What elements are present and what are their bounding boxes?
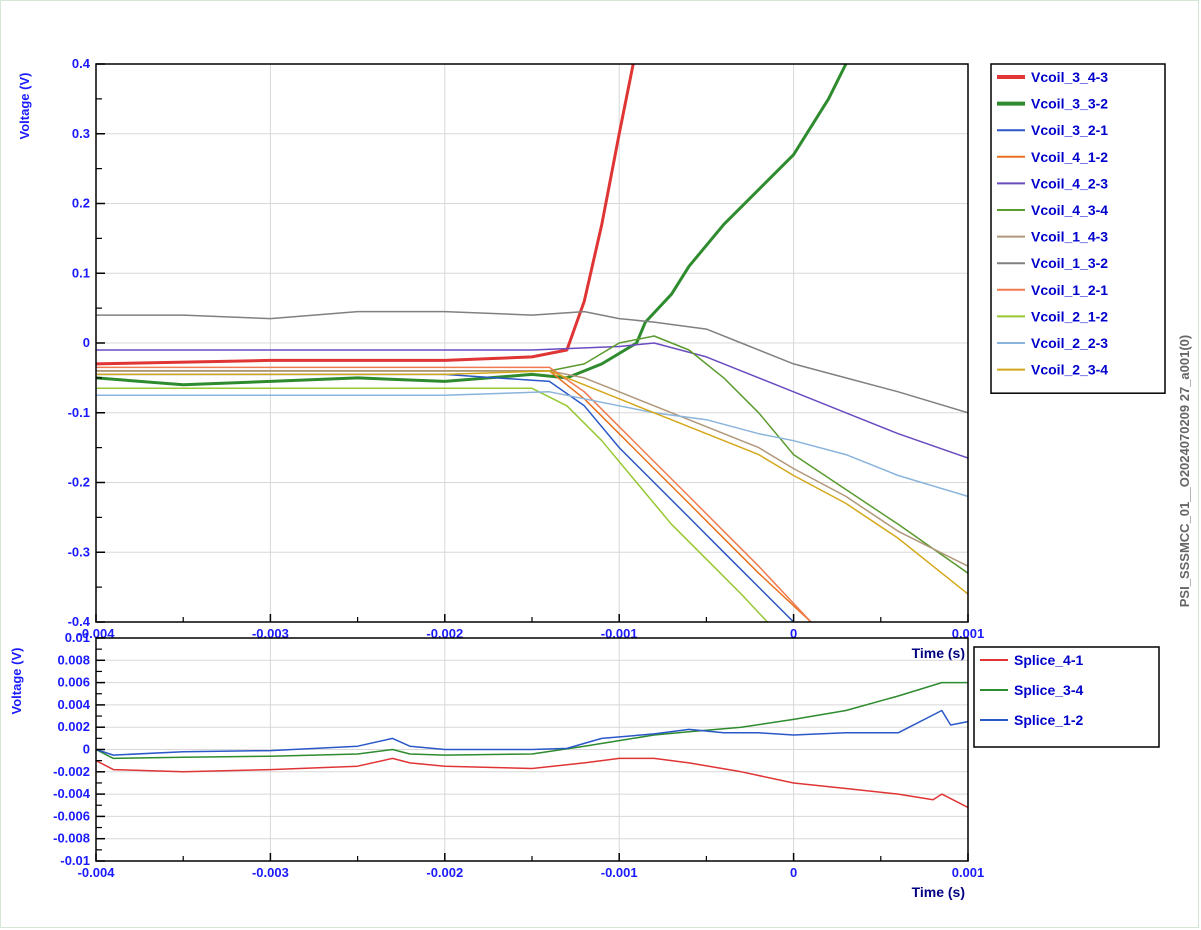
- legend-label[interactable]: Vcoil_3_4-3: [1031, 69, 1108, 85]
- y-tick-label: 0.2: [72, 196, 90, 211]
- legend-label[interactable]: Splice_3-4: [1014, 682, 1083, 698]
- y-tick-label: -0.004: [53, 786, 91, 801]
- legend-label[interactable]: Splice_4-1: [1014, 652, 1083, 668]
- series-line-Vcoil_1_4-3: [96, 370, 968, 567]
- legend-box[interactable]: [990, 63, 1166, 394]
- legend-label[interactable]: Vcoil_1_3-2: [1031, 255, 1108, 271]
- y-tick-label: 0.01: [65, 630, 90, 645]
- legend-label[interactable]: Vcoil_2_1-2: [1031, 308, 1108, 324]
- series-line-Vcoil_4_2-3: [96, 342, 968, 459]
- legend-label[interactable]: Vcoil_1_4-3: [1031, 229, 1108, 245]
- series-line-Vcoil_1_3-2: [96, 310, 968, 414]
- x-tick-label: -0.004: [78, 865, 116, 880]
- series-line-Vcoil_3_3-2: [96, 64, 848, 387]
- side-label: PSI_SSSMCC_01__O2024070209 27_a001(0): [1177, 335, 1192, 607]
- series-line-Vcoil_1_2-1: [96, 366, 812, 622]
- x-tick-label: 0: [790, 626, 797, 641]
- legend-label[interactable]: Splice_1-2: [1014, 712, 1083, 728]
- series-group: [96, 64, 968, 622]
- legend-label[interactable]: Vcoil_3_3-2: [1031, 96, 1108, 112]
- y-tick-label: 0.002: [57, 719, 90, 734]
- x-axis-label: Time (s): [912, 884, 965, 900]
- legend-label[interactable]: Vcoil_4_1-2: [1031, 149, 1108, 165]
- y-tick-label: -0.4: [68, 614, 91, 629]
- y-tick-label: 0.004: [57, 697, 90, 712]
- legend-label[interactable]: Vcoil_3_2-1: [1031, 122, 1108, 138]
- x-tick-label: 0.001: [952, 865, 985, 880]
- y-tick-label: -0.2: [68, 475, 90, 490]
- legend[interactable]: Splice_4-1 Splice_3-4 Splice_1-2: [973, 646, 1160, 748]
- y-tick-label: -0.006: [53, 808, 90, 823]
- y-tick-label: -0.002: [53, 764, 90, 779]
- bottom-chart: -0.004 -0.003 -0.002 -0.001 0 0.001 0.01 0.008 0…: [9, 630, 1160, 900]
- series-line-Splice_1-2: [96, 709, 968, 756]
- y-tick-label: 0.006: [57, 675, 90, 690]
- y-tick-label: 0.1: [72, 265, 90, 280]
- y-tick-label: -0.1: [68, 405, 90, 420]
- x-tick-label: -0.002: [426, 865, 463, 880]
- legend-label[interactable]: Vcoil_4_2-3: [1031, 175, 1108, 191]
- series-line-Vcoil_4_1-2: [96, 370, 812, 622]
- x-axis-label: Time (s): [912, 645, 965, 661]
- y-tick-label: -0.01: [60, 853, 90, 868]
- legend[interactable]: Vcoil_3_4-3 Vcoil_3_3-2 Vcoil_3_2-1 Vcoil_4…: [990, 63, 1166, 394]
- x-tick-label: 0: [790, 865, 797, 880]
- y-tick-label: -0.3: [68, 544, 90, 559]
- series-line-Vcoil_2_3-4: [96, 370, 968, 595]
- legend-label[interactable]: Vcoil_2_3-4: [1031, 362, 1108, 378]
- legend-label[interactable]: Vcoil_4_3-4: [1031, 202, 1108, 218]
- y-tick-label: -0.008: [53, 831, 90, 846]
- y-axis-label: Voltage (V): [17, 73, 32, 140]
- series-line-Splice_4-1: [96, 757, 968, 809]
- y-axis-label: Voltage (V): [9, 648, 24, 715]
- y-tick-label: 0.4: [72, 56, 91, 71]
- series-line-Vcoil_3_4-3: [96, 64, 635, 366]
- series-line-Splice_3-4: [96, 681, 968, 760]
- legend-label[interactable]: Vcoil_1_2-1: [1031, 282, 1108, 298]
- y-tick-label: 0.008: [57, 652, 90, 667]
- legend-label[interactable]: Vcoil_2_2-3: [1031, 335, 1108, 351]
- y-tick-label: 0: [83, 335, 90, 350]
- top-chart: -0.004 -0.003 -0.002 -0.001 0 0.0010.40.30.20…: [17, 56, 1166, 661]
- series-line-Vcoil_2_2-3: [96, 391, 968, 498]
- series-group: [96, 681, 968, 809]
- legend-box[interactable]: [973, 646, 1160, 748]
- y-tick-label: 0.3: [72, 126, 90, 141]
- series-line-Vcoil_2_1-2: [96, 387, 768, 622]
- y-tick-label: 0: [83, 742, 90, 757]
- x-tick-label: -0.001: [601, 865, 638, 880]
- x-tick-label: -0.003: [252, 865, 289, 880]
